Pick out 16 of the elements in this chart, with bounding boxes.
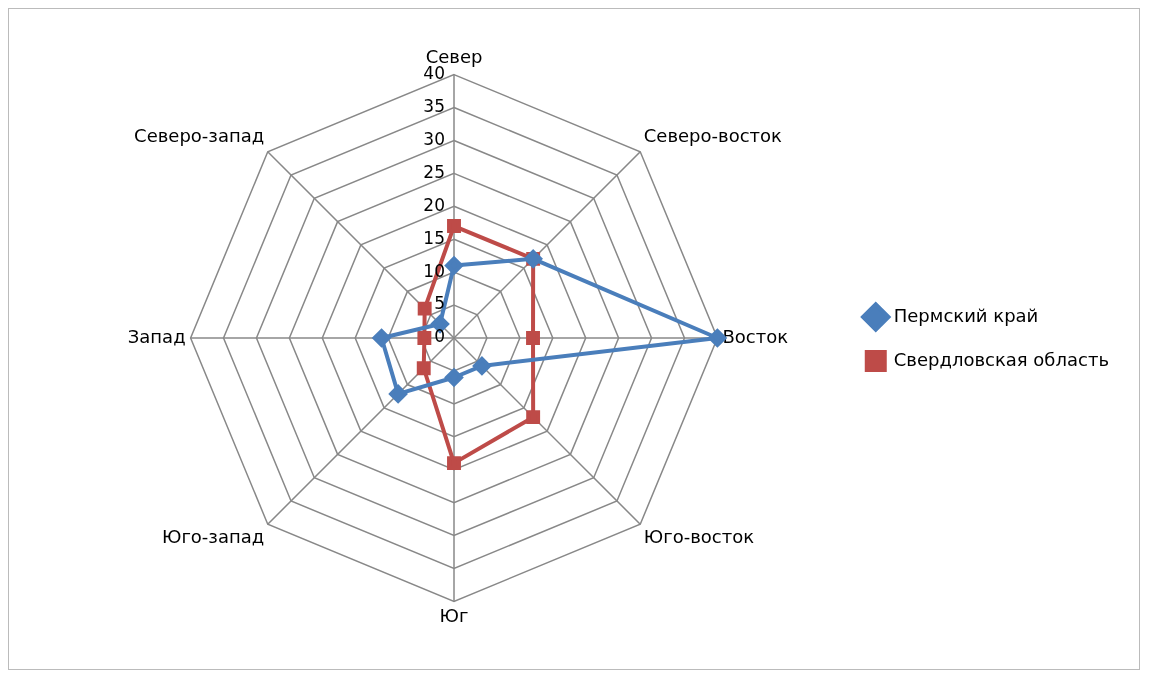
y-tick-label: 35 — [423, 95, 445, 116]
y-tick-label: 30 — [423, 128, 445, 149]
y-tick-label: 20 — [423, 194, 445, 215]
spoke-label: Юг — [439, 604, 469, 626]
spoke-label: Северо-запад — [134, 125, 265, 147]
spoke-label: Юго-запад — [161, 526, 265, 548]
spoke-label: Восток — [722, 325, 789, 347]
spoke-label: Северо-восток — [643, 125, 783, 147]
y-tick-label: 0 — [434, 326, 445, 347]
y-tick-label: 5 — [434, 293, 445, 314]
y-tick-label: 25 — [423, 161, 445, 182]
legend-label: Пермский край — [893, 304, 1039, 326]
y-tick-label: 15 — [423, 227, 445, 248]
legend-label: Свердловская область — [893, 348, 1110, 370]
spoke-label: Юго-восток — [643, 526, 755, 548]
spoke-label: Запад — [127, 325, 186, 347]
